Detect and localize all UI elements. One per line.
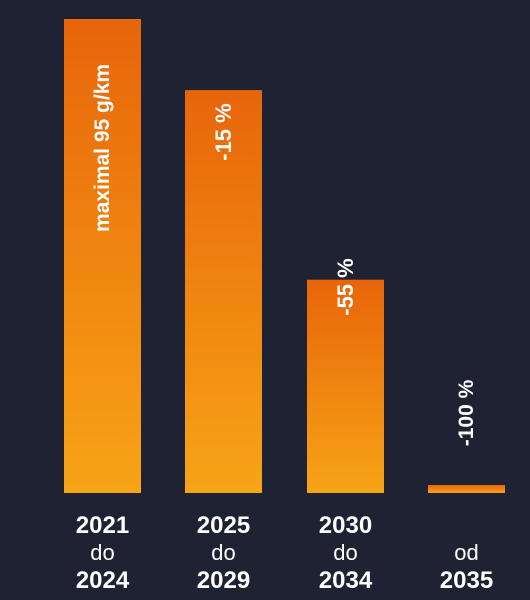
bar-label-1: maximal 95 g/km (91, 64, 114, 232)
category-1-to: 2024 (76, 567, 130, 594)
bar-label-3: -55 % (333, 258, 358, 315)
category-2-connector: do (211, 540, 235, 565)
category-2-to: 2029 (197, 567, 250, 594)
category-1-from: 2021 (76, 512, 129, 539)
category-4-connector: od (454, 540, 478, 565)
bar-1 (64, 19, 141, 493)
bar-label-4: -100 % (455, 379, 478, 446)
category-3-from: 2030 (319, 512, 372, 539)
category-3-to: 2034 (319, 567, 373, 594)
bar-2 (185, 90, 262, 493)
bar-3 (307, 279, 384, 493)
bar-label-2: -15 % (211, 103, 236, 160)
category-3-connector: do (333, 540, 357, 565)
category-1-connector: do (90, 540, 114, 565)
bar-4 (428, 485, 505, 493)
category-2-from: 2025 (197, 512, 250, 539)
category-4-to: 2035 (440, 567, 493, 594)
